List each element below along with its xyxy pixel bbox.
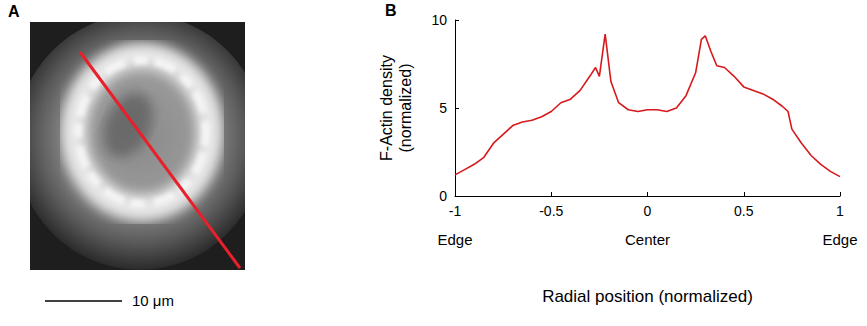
svg-text:A: A (8, 3, 20, 20)
svg-text:10 μm: 10 μm (132, 292, 174, 309)
svg-text:(normalized): (normalized) (397, 64, 414, 153)
svg-text:0: 0 (644, 203, 652, 219)
svg-text:Edge: Edge (437, 231, 472, 248)
svg-text:F-Actin density: F-Actin density (378, 55, 395, 161)
svg-text:10: 10 (431, 12, 447, 28)
svg-text:0.5: 0.5 (734, 203, 754, 219)
svg-text:0: 0 (439, 188, 447, 204)
svg-text:B: B (385, 2, 397, 19)
svg-text:5: 5 (439, 100, 447, 116)
svg-text:1: 1 (836, 203, 844, 219)
svg-text:Edge: Edge (822, 231, 857, 248)
svg-text:-0.5: -0.5 (539, 203, 563, 219)
svg-text:Radial position (normalized): Radial position (normalized) (542, 287, 753, 306)
svg-text:-1: -1 (449, 203, 462, 219)
svg-text:Center: Center (625, 231, 670, 248)
